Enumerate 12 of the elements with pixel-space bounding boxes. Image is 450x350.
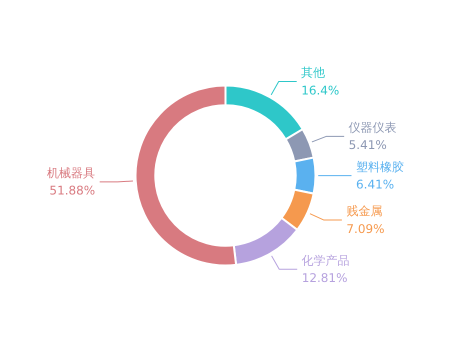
data-label: 5.41% (348, 138, 387, 152)
data-label: 12.81% (302, 270, 348, 285)
slice-label: 塑料橡胶 (356, 160, 404, 174)
slice-label: 机械器具 (47, 166, 96, 180)
slice-label: 其他 (301, 66, 326, 80)
data-label: 7.09% (346, 222, 385, 236)
data-label: 6.41% (356, 177, 394, 192)
slice-label: 仪器仪表 (348, 120, 397, 135)
data-label: 16.4% (301, 83, 340, 98)
data-label: 51.88% (49, 184, 96, 198)
slice-label: 贱金属 (346, 204, 382, 218)
slice-label: 化学产品 (302, 253, 350, 268)
